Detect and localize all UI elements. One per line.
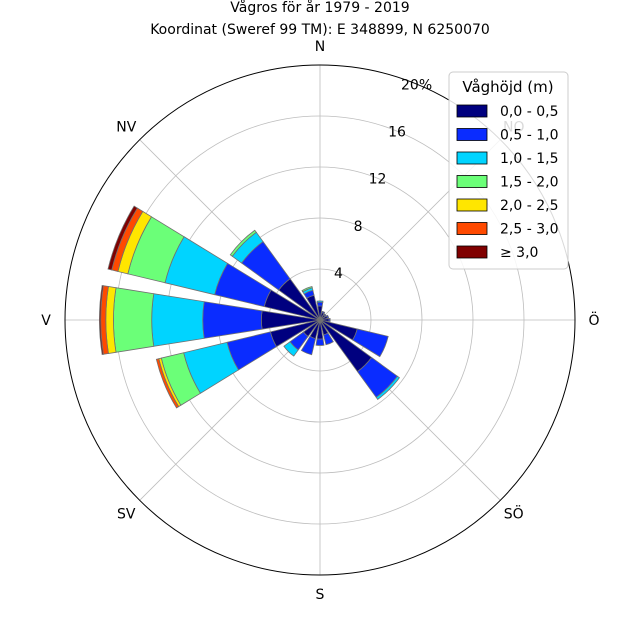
rose-bar-segment — [321, 310, 326, 315]
legend-frame — [448, 71, 569, 270]
rose-bar-segment — [155, 358, 180, 409]
legend-title: Våghöjd (m) — [462, 78, 553, 96]
radial-tick-label: 12 — [369, 172, 387, 188]
legend-swatch — [456, 128, 488, 141]
direction-label: NV — [116, 119, 136, 135]
rose-bars — [99, 205, 400, 409]
direction-label: SÖ — [504, 505, 524, 523]
rose-bar-segment — [283, 341, 299, 357]
legend-label: 0,5 - 1,0 — [500, 128, 558, 144]
direction-label: N — [315, 39, 325, 55]
legend-label: 1,5 - 2,0 — [500, 175, 558, 191]
rose-bar-segment — [113, 287, 155, 353]
legend-swatch — [456, 222, 488, 235]
chart-title: Vågros för år 1979 - 2019 — [230, 0, 409, 16]
legend-swatch — [456, 198, 488, 212]
legend-swatch — [456, 175, 488, 188]
radial-tick-label: 4 — [334, 266, 343, 282]
radial-tick-label: 16 — [388, 125, 406, 141]
rose-bar-segment — [316, 301, 324, 307]
rose-bar-segment — [107, 205, 138, 271]
legend-label: 0,0 - 0,5 — [500, 104, 558, 120]
rose-bar-segment — [352, 328, 389, 358]
rose-bar-segment — [151, 293, 205, 347]
direction-label: S — [316, 587, 325, 603]
polar-frame — [64, 64, 576, 576]
rose-bar-segment — [202, 301, 263, 339]
legend-swatch — [456, 151, 488, 165]
radial-tick-label: 8 — [354, 219, 363, 235]
rose-bar-segment — [316, 300, 324, 303]
chart-subtitle: Koordinat (Sweref 99 TM): E 348899, N 62… — [150, 22, 490, 38]
rose-bar-segment — [323, 332, 334, 346]
rose-bar-segment — [323, 313, 327, 317]
rose-bar-segment — [99, 285, 104, 355]
legend-swatch — [456, 245, 488, 259]
legend-label: 2,5 - 3,0 — [500, 222, 558, 238]
rose-bar-segment — [300, 335, 317, 356]
direction-label: SV — [117, 507, 136, 523]
rose-bar-segment — [325, 314, 330, 319]
legend-items: 0,0 - 0,5 0,5 - 1,0 1,0 - 1,5 1,5 - 2,0 2,0 … — [456, 104, 558, 261]
direction-label: Ö — [588, 311, 599, 329]
legend-label: 2,0 - 2,5 — [500, 198, 558, 214]
legend: Våghöjd (m) 0,0 - 0,5 0,5 - 1,0 1,0 - 1,5 1… — [448, 71, 569, 270]
radial-tick-labels: 4 8 12 16 20% — [334, 77, 432, 281]
rose-bar-segment — [375, 375, 400, 400]
rose-bar-segment — [301, 286, 313, 293]
legend-swatch — [456, 104, 488, 118]
rose-bar-segment — [328, 317, 331, 323]
radial-tick-label: 20% — [401, 77, 432, 93]
legend-label: 1,0 - 1,5 — [500, 151, 558, 167]
legend-label: ≥ 3,0 — [500, 245, 538, 261]
direction-label: V — [41, 313, 51, 329]
rose-bar-segment — [315, 338, 325, 346]
rose-bar-segment — [229, 229, 257, 257]
